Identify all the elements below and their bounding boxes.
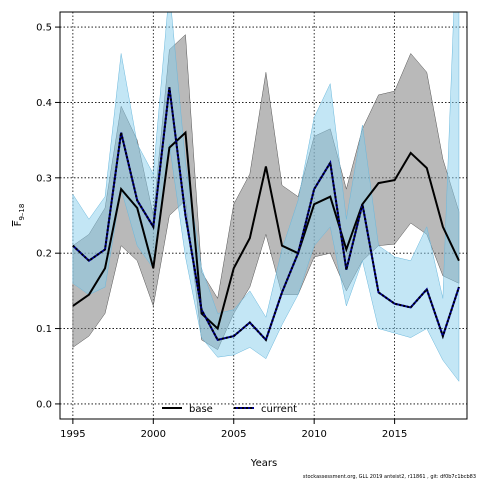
x-axis-ticks: 1995 2000 2005 2010 2015 [60, 419, 407, 440]
y-axis-label-sub: 9–18 [18, 204, 26, 221]
line-current [72, 87, 460, 342]
y-axis-label-main: F [13, 220, 24, 226]
x-tick-label: 1995 [60, 429, 85, 440]
footer-text: stockassessment.org, GLL 2019 anteist2, … [303, 474, 476, 480]
y-tick-label: 0.0 [36, 399, 52, 410]
y-axis-ticks: 0.0 0.1 0.2 0.3 0.4 0.5 [36, 23, 60, 410]
band-current [72, 12, 460, 383]
x-tick-label: 2015 [382, 429, 407, 440]
x-tick-label: 2005 [221, 429, 246, 440]
plot-frame [59, 11, 468, 420]
svg-text:F9–18: F9–18 [13, 204, 26, 227]
y-tick-label: 0.4 [36, 98, 52, 109]
legend-label-current: current [261, 404, 297, 415]
y-tick-label: 0.5 [36, 23, 52, 34]
x-tick-label: 2010 [301, 429, 326, 440]
x-tick-label: 2000 [141, 429, 166, 440]
y-tick-label: 0.1 [36, 324, 52, 335]
x-axis-label: Years [250, 458, 277, 469]
y-tick-label: 0.2 [36, 249, 52, 260]
legend-label-base: base [189, 404, 213, 415]
y-axis-label: F9–18 [13, 204, 26, 227]
legend: base current [162, 404, 297, 415]
confidence-bands [72, 12, 460, 383]
line-base [72, 130, 460, 331]
series-lines [72, 87, 460, 342]
y-tick-label: 0.3 [36, 173, 52, 184]
